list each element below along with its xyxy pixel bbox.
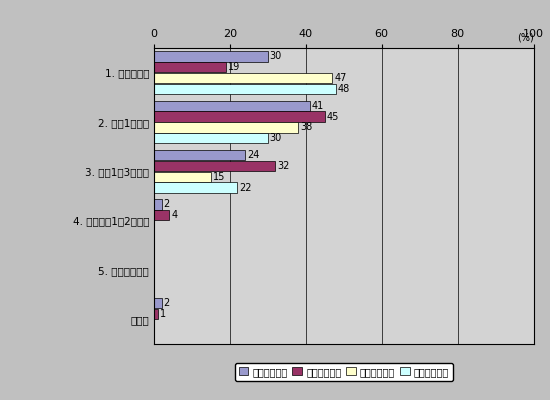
Bar (154, 112, 324, 122)
Bar (154, 309, 158, 319)
Text: 2: 2 (163, 298, 170, 308)
Text: 48: 48 (338, 84, 350, 94)
Bar (154, 133, 268, 143)
Bar (154, 210, 169, 220)
Text: 30: 30 (270, 52, 282, 62)
Text: 2: 2 (163, 200, 170, 210)
Bar (154, 161, 276, 171)
Legend: 学級担・主任, 学級担・一般, 理科専・主任, 理科専・一般: 学級担・主任, 学級担・一般, 理科専・主任, 理科専・一般 (235, 363, 453, 380)
Bar (154, 73, 332, 83)
Bar (154, 150, 245, 160)
Bar (154, 122, 298, 132)
Text: 32: 32 (277, 161, 290, 171)
Bar (154, 51, 268, 62)
Bar (154, 101, 310, 111)
Text: 4: 4 (171, 210, 177, 220)
Text: 15: 15 (213, 172, 225, 182)
Bar (154, 62, 226, 72)
Text: 41: 41 (311, 101, 324, 111)
Text: 38: 38 (300, 122, 312, 132)
Text: 24: 24 (247, 150, 260, 160)
Bar (154, 172, 211, 182)
Text: 47: 47 (334, 73, 346, 83)
Text: 45: 45 (327, 112, 339, 122)
Text: 1: 1 (160, 309, 166, 319)
Bar (154, 199, 162, 210)
Text: 19: 19 (228, 62, 240, 72)
Text: 22: 22 (239, 182, 252, 192)
Bar (154, 182, 238, 193)
Text: (%): (%) (517, 32, 534, 42)
Text: 30: 30 (270, 133, 282, 143)
Bar (154, 84, 336, 94)
Bar (154, 298, 162, 308)
